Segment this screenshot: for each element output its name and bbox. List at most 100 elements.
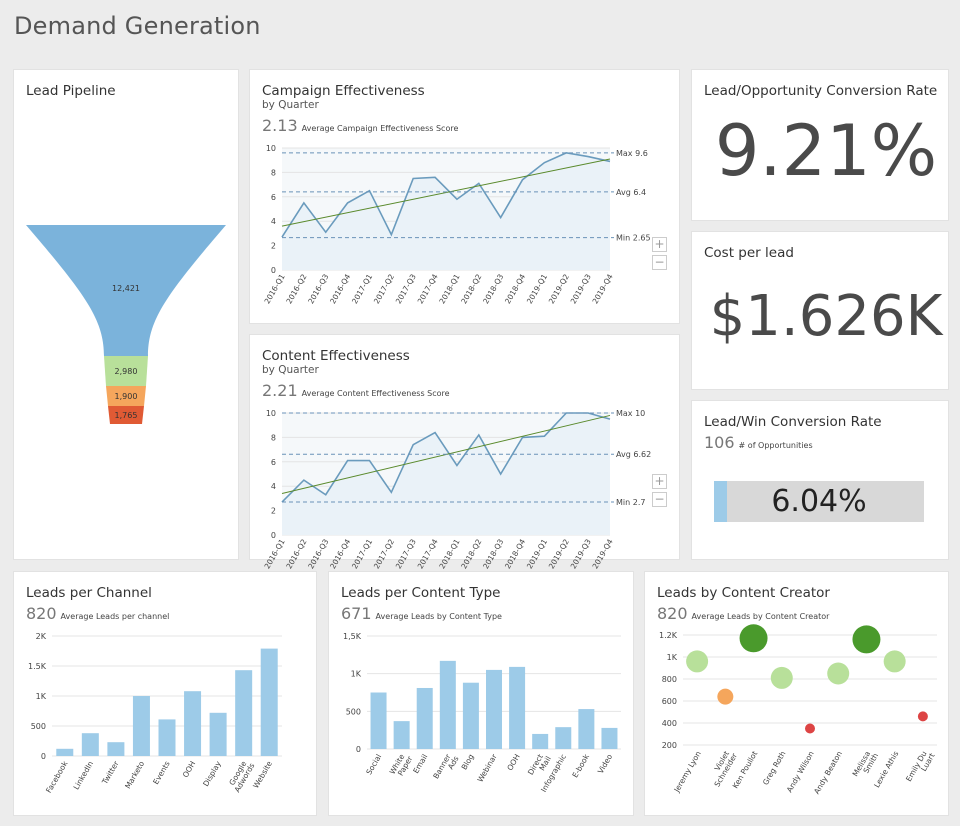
conversion-title: Lead/Opportunity Conversion Rate <box>704 83 938 99</box>
area-fill <box>282 152 610 270</box>
x-tick-label: 2016-Q2 <box>284 272 308 305</box>
bubble <box>717 688 734 705</box>
channel-stat-label: Average Leads per channel <box>60 612 170 621</box>
conversion-rate-card: Lead/Opportunity Conversion Rate 9.21% <box>691 69 949 221</box>
bubble <box>917 711 928 722</box>
bar <box>56 748 74 756</box>
area-fill <box>282 413 610 535</box>
y-tick-label: 10 <box>266 409 276 418</box>
campaign-stat-value: 2.13 <box>262 116 298 135</box>
funnel-label: 12,421 <box>112 284 140 293</box>
y-tick-label: 500 <box>31 722 46 731</box>
x-tick-label: LinkedIn <box>72 759 96 791</box>
x-tick-label: Website <box>251 759 274 790</box>
x-tick-label: 2016-Q3 <box>306 272 330 305</box>
lead-pipeline-funnel: 12,421 2,980 1,900 1,765 <box>26 225 226 424</box>
x-tick-label: 2017-Q4 <box>416 537 440 570</box>
leads-per-channel-card: Leads per Channel 820 Average Leads per c… <box>13 571 317 816</box>
y-tick-label: 0 <box>41 752 46 761</box>
content-title: Content Effectiveness <box>262 348 410 364</box>
x-tick-label: 2018-Q4 <box>503 537 527 570</box>
y-tick-label: 8 <box>271 168 276 177</box>
y-tick-label: 0 <box>356 745 361 754</box>
campaign-effectiveness-card: Campaign Effectiveness by Quarter 2.13 Av… <box>249 69 680 324</box>
campaign-stat: 2.13 Average Campaign Effectiveness Score <box>262 116 458 135</box>
campaign-stat-label: Average Campaign Effectiveness Score <box>301 124 459 133</box>
x-tick-label: 2019-Q3 <box>569 537 593 570</box>
y-tick-label: 8 <box>271 433 276 442</box>
bar <box>235 670 253 756</box>
min-ref-label: Min 2.7 <box>616 498 645 507</box>
content-stat-label: Average Content Effectiveness Score <box>301 389 450 398</box>
y-tick-label: 2 <box>271 242 276 251</box>
page-title: Demand Generation <box>14 12 261 40</box>
x-tick-label: 2018-Q2 <box>459 272 483 305</box>
content-type-stat-label: Average Leads by Content Type <box>375 612 502 621</box>
content-stat: 2.21 Average Content Effectiveness Score <box>262 381 450 400</box>
bar <box>209 712 227 756</box>
y-tick-label: 2K <box>36 632 47 641</box>
x-tick-label: Twitter <box>100 759 121 787</box>
x-tick-label: 2019-Q4 <box>591 537 615 570</box>
campaign-zoom-out-button[interactable]: − <box>652 255 667 270</box>
bar <box>555 727 572 749</box>
x-tick-label: 2019-Q2 <box>547 537 571 570</box>
trend-line <box>281 158 611 227</box>
x-tick-label: Webinar <box>476 752 500 784</box>
x-tick-label: 2016-Q1 <box>263 537 287 570</box>
y-tick-label: 800 <box>662 675 677 684</box>
bar <box>509 666 526 749</box>
win-progress-bar: 6.04% <box>714 481 924 522</box>
bar <box>132 696 150 756</box>
channel-bar-chart: 0 500 1K 1.5K 2K Facebook LinkedIn Twitter Marke… <box>28 632 282 795</box>
x-tick-label: Display <box>201 759 223 788</box>
content-type-stat-value: 671 <box>341 604 372 623</box>
content-zoom-out-button[interactable]: − <box>652 492 667 507</box>
bar <box>184 691 202 756</box>
lead-pipeline-title: Lead Pipeline <box>26 83 116 99</box>
x-tick-label: Blog <box>460 752 476 771</box>
x-tick-label: 2018-Q3 <box>481 272 505 305</box>
avg-ref-label: Avg 6.4 <box>616 188 646 197</box>
x-tick-label: 2019-Q1 <box>525 537 549 570</box>
campaign-subtitle: by Quarter <box>262 99 319 111</box>
x-tick-label: 2019-Q4 <box>591 272 615 305</box>
bubble <box>739 624 768 653</box>
cost-value: $1.626K <box>709 284 943 349</box>
bar <box>370 692 387 749</box>
series-line <box>281 152 611 238</box>
bubble <box>686 650 709 673</box>
funnel-label: 1,765 <box>115 411 138 420</box>
x-tick-label: Andy Wilson <box>785 749 816 794</box>
y-tick-label: 500 <box>346 707 361 716</box>
y-tick-label: 0 <box>271 531 276 540</box>
leads-per-content-type-card: Leads per Content Type 671 Average Leads … <box>328 571 634 816</box>
x-tick-label: 2016-Q1 <box>263 272 287 305</box>
x-tick-label: Video <box>596 752 615 775</box>
content-zoom-in-button[interactable]: + <box>652 474 667 489</box>
conversion-value: 9.21% <box>714 110 938 192</box>
leads-by-creator-card: Leads by Content Creator 820 Average Lead… <box>644 571 949 816</box>
content-subtitle: by Quarter <box>262 364 319 376</box>
max-ref-label: Max 9.6 <box>616 149 648 158</box>
y-tick-label: 400 <box>662 719 677 728</box>
x-tick-label: 2017-Q2 <box>372 272 396 305</box>
bar <box>462 682 479 749</box>
bubble <box>770 666 793 689</box>
bar <box>158 719 176 756</box>
min-ref-label: Min 2.65 <box>616 234 651 243</box>
win-rate-card: Lead/Win Conversion Rate 106 # of Opportu… <box>691 400 949 560</box>
y-tick-label: 1K <box>351 670 362 679</box>
campaign-zoom-in-button[interactable]: + <box>652 237 667 252</box>
channel-stat: 820 Average Leads per channel <box>26 604 169 623</box>
win-stat: 106 # of Opportunities <box>704 433 813 452</box>
x-tick-label: 2018-Q1 <box>437 537 461 570</box>
bar <box>393 721 410 749</box>
y-tick-label: 4 <box>271 482 276 491</box>
y-tick-label: 600 <box>662 697 677 706</box>
y-tick-label: 1K <box>36 692 47 701</box>
